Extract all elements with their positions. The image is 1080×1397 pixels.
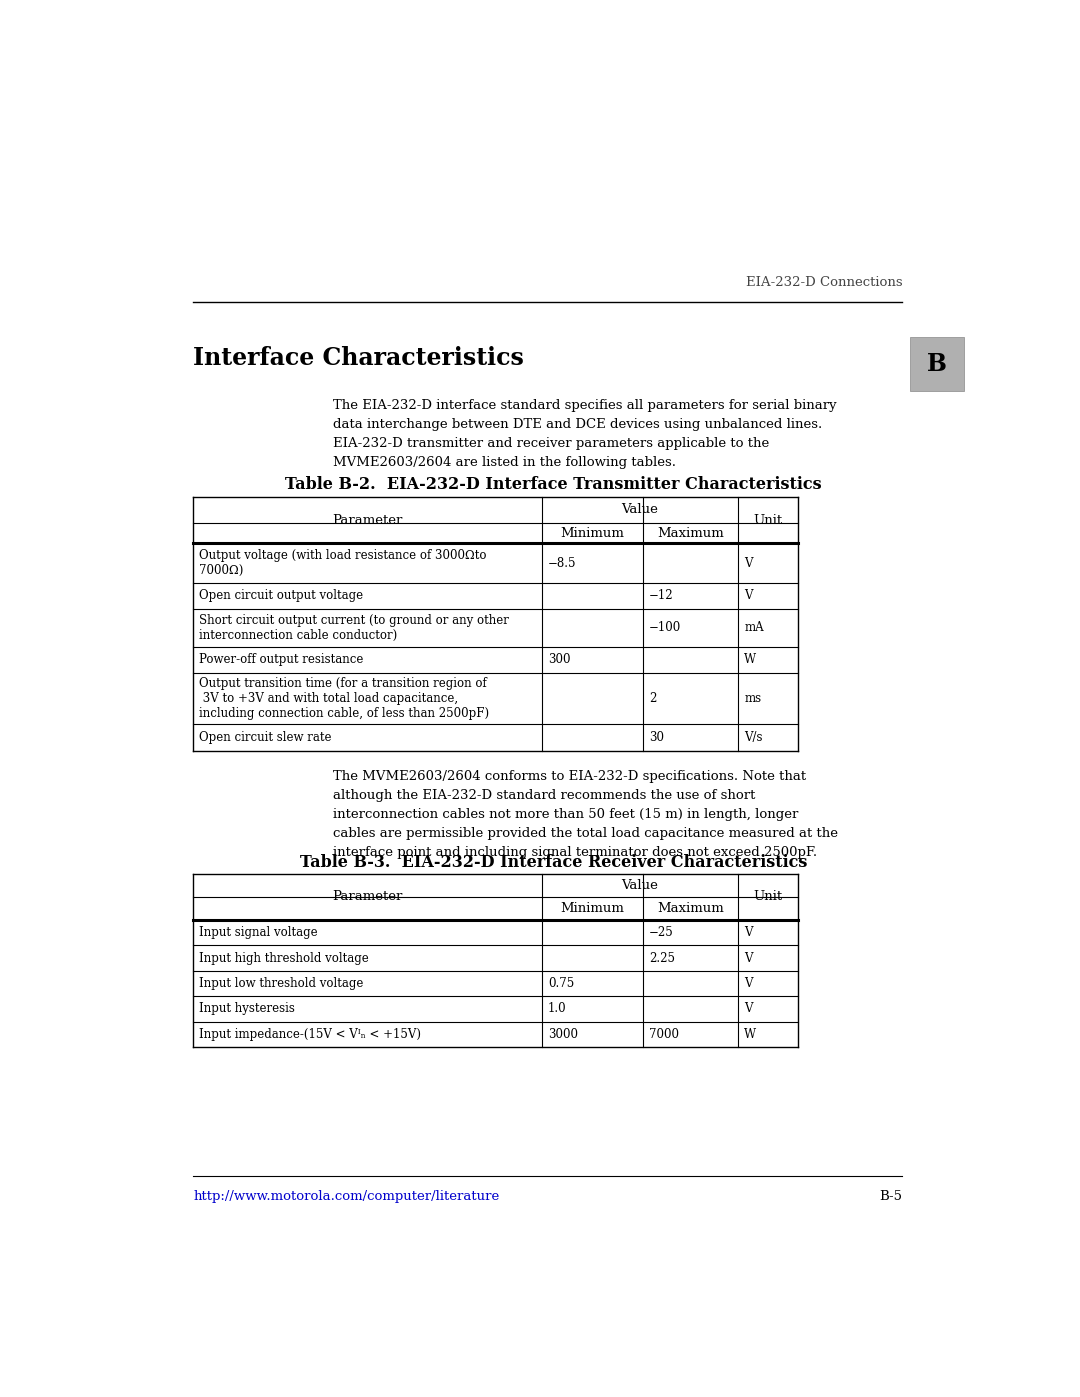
Text: V: V xyxy=(744,1003,753,1016)
Text: V: V xyxy=(744,977,753,990)
Text: −25: −25 xyxy=(649,926,674,939)
Text: V/s: V/s xyxy=(744,731,762,745)
Text: mA: mA xyxy=(744,622,764,634)
Text: The EIA-232-D interface standard specifies all parameters for serial binary
data: The EIA-232-D interface standard specifi… xyxy=(333,398,836,468)
Text: Short circuit output current (to ground or any other
interconnection cable condu: Short circuit output current (to ground … xyxy=(200,613,509,641)
Text: Minimum: Minimum xyxy=(561,527,624,539)
Text: −12: −12 xyxy=(649,590,674,602)
Text: −100: −100 xyxy=(649,622,681,634)
Text: Open circuit slew rate: Open circuit slew rate xyxy=(200,731,332,745)
Text: Interface Characteristics: Interface Characteristics xyxy=(193,346,524,370)
Text: http://www.motorola.com/computer/literature: http://www.motorola.com/computer/literat… xyxy=(193,1190,499,1203)
Text: Input hysteresis: Input hysteresis xyxy=(200,1003,295,1016)
Text: 2: 2 xyxy=(649,692,657,705)
Text: Open circuit output voltage: Open circuit output voltage xyxy=(200,590,364,602)
Text: Value: Value xyxy=(621,503,659,517)
Text: Parameter: Parameter xyxy=(333,890,403,904)
Text: Minimum: Minimum xyxy=(561,902,624,915)
Text: Value: Value xyxy=(621,879,659,891)
Text: B: B xyxy=(928,352,947,376)
Text: 2.25: 2.25 xyxy=(649,951,675,964)
Text: 0.75: 0.75 xyxy=(548,977,575,990)
Text: W: W xyxy=(744,654,756,666)
Text: Output voltage (with load resistance of 3000Ωto
7000Ω): Output voltage (with load resistance of … xyxy=(200,549,487,577)
Text: EIA-232-D Connections: EIA-232-D Connections xyxy=(745,275,902,289)
Text: −8.5: −8.5 xyxy=(548,556,577,570)
Text: 300: 300 xyxy=(548,654,570,666)
Text: Input impedance‑(15V < Vᴵₙ < +15V): Input impedance‑(15V < Vᴵₙ < +15V) xyxy=(200,1028,421,1041)
Text: Table B-3.  EIA-232-D Interface Receiver Characteristics: Table B-3. EIA-232-D Interface Receiver … xyxy=(300,855,807,872)
Text: V: V xyxy=(744,590,753,602)
Text: Input high threshold voltage: Input high threshold voltage xyxy=(200,951,369,964)
Text: 7000: 7000 xyxy=(649,1028,679,1041)
Text: V: V xyxy=(744,556,753,570)
Text: Unit: Unit xyxy=(753,890,782,904)
Text: Power-off output resistance: Power-off output resistance xyxy=(200,654,364,666)
Text: The MVME2603/2604 conforms to EIA-232-D specifications. Note that
although the E: The MVME2603/2604 conforms to EIA-232-D … xyxy=(333,770,838,859)
Text: Input signal voltage: Input signal voltage xyxy=(200,926,318,939)
Text: Maximum: Maximum xyxy=(657,527,724,539)
Text: V: V xyxy=(744,951,753,964)
Text: Parameter: Parameter xyxy=(333,514,403,527)
Text: Output transition time (for a transition region of
 3V to +3V and with total loa: Output transition time (for a transition… xyxy=(200,678,489,719)
Text: Table B-2.  EIA-232-D Interface Transmitter Characteristics: Table B-2. EIA-232-D Interface Transmitt… xyxy=(285,475,822,493)
Text: B-5: B-5 xyxy=(879,1190,902,1203)
Text: V: V xyxy=(744,926,753,939)
Text: Unit: Unit xyxy=(753,514,782,527)
Text: ms: ms xyxy=(744,692,761,705)
Text: 1.0: 1.0 xyxy=(548,1003,567,1016)
Text: W: W xyxy=(744,1028,756,1041)
Text: Maximum: Maximum xyxy=(657,902,724,915)
Bar xyxy=(910,337,964,391)
Text: 3000: 3000 xyxy=(548,1028,578,1041)
Text: 30: 30 xyxy=(649,731,664,745)
Text: Input low threshold voltage: Input low threshold voltage xyxy=(200,977,364,990)
